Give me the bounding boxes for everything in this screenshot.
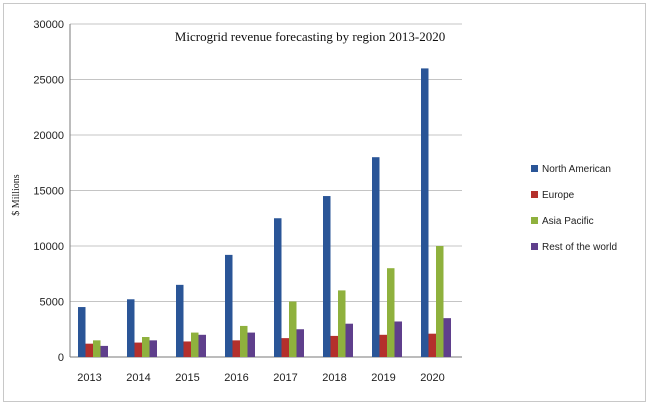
y-tick-label: 25000 <box>33 75 64 87</box>
x-tick-label: 2018 <box>322 372 346 384</box>
y-tick-label: 0 <box>58 352 64 364</box>
x-tick-labels: 2013 2014 2015 2016 2017 2018 2019 2020 <box>77 372 444 384</box>
y-tick-labels: 0 5000 10000 15000 20000 25000 30000 <box>33 19 64 364</box>
x-tick-label: 2013 <box>77 372 101 384</box>
bar <box>345 323 353 357</box>
bar <box>176 284 184 357</box>
bar <box>142 337 150 357</box>
y-tick-label: 30000 <box>33 19 64 31</box>
x-tick-label: 2020 <box>420 372 444 384</box>
x-tick-label: 2016 <box>224 372 248 384</box>
chart-title: Microgrid revenue forecasting by region … <box>175 29 445 44</box>
y-tick-label: 15000 <box>33 186 64 198</box>
bar <box>372 157 380 357</box>
bar <box>323 196 331 357</box>
bar <box>127 299 135 357</box>
bar <box>394 321 402 357</box>
x-tick-label: 2014 <box>126 372 150 384</box>
legend-label: Europe <box>542 190 575 201</box>
legend-swatch <box>531 191 538 198</box>
bar <box>421 68 429 358</box>
legend-label: Rest of the world <box>542 242 617 253</box>
legend-swatch <box>531 217 538 224</box>
legend-label: Asia Pacific <box>542 216 594 227</box>
bar <box>387 268 395 357</box>
bar <box>78 307 86 357</box>
gridlines <box>70 23 462 302</box>
bar <box>296 329 304 357</box>
bar <box>428 333 436 357</box>
bar <box>191 332 199 357</box>
bar <box>274 218 282 357</box>
bar <box>247 332 255 357</box>
bar <box>198 334 206 357</box>
bar <box>443 318 451 357</box>
y-axis-label: $ Millions <box>11 174 22 216</box>
bar <box>289 301 297 357</box>
bar <box>436 246 444 357</box>
x-tick-label: 2017 <box>273 372 297 384</box>
y-tick-label: 10000 <box>33 241 64 253</box>
bar <box>330 335 338 357</box>
bar <box>100 345 108 357</box>
x-tick-label: 2015 <box>175 372 199 384</box>
bar <box>232 340 240 357</box>
bar <box>85 343 93 357</box>
legend-swatch <box>531 243 538 250</box>
bars <box>78 68 451 358</box>
bar <box>281 338 289 357</box>
bar <box>149 340 157 357</box>
bar <box>338 290 346 357</box>
legend-swatch <box>531 165 538 172</box>
legend-label: North American <box>542 164 611 175</box>
bar <box>183 341 191 357</box>
bar <box>134 342 142 357</box>
bar <box>93 340 101 357</box>
bar <box>240 325 248 357</box>
y-tick-label: 20000 <box>33 130 64 142</box>
legend: North American Europe Asia Pacific Rest of … <box>531 164 617 253</box>
bar <box>225 254 233 357</box>
x-tick-label: 2019 <box>371 372 395 384</box>
bar <box>379 334 387 357</box>
y-tick-label: 5000 <box>40 297 64 309</box>
